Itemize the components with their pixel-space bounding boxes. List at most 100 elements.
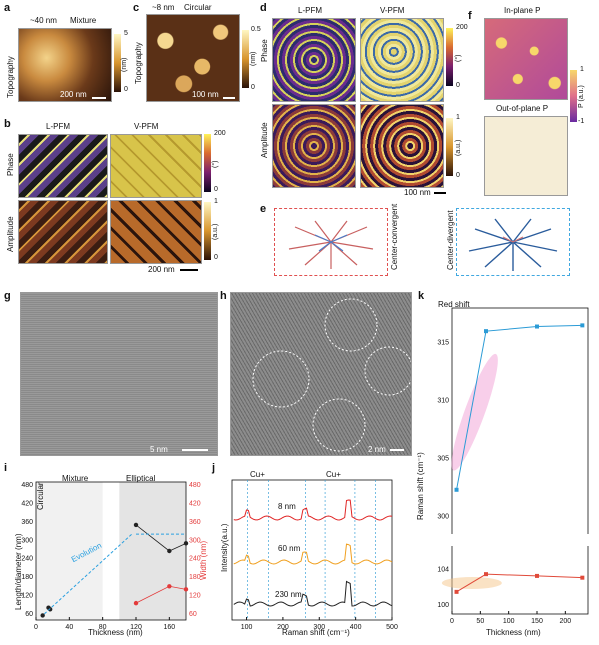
series-line bbox=[456, 573, 583, 593]
panel-k-note: Red shift bbox=[438, 300, 470, 309]
x-tick-label: 100 bbox=[241, 624, 253, 631]
panel-d-phase-max: 200 bbox=[456, 24, 468, 31]
panel-label-a: a bbox=[4, 2, 11, 14]
v-pfm-amplitude-image-d bbox=[360, 104, 444, 188]
panel-d-col2: V-PFM bbox=[380, 6, 405, 15]
y-right-tick-label: 180 bbox=[189, 574, 201, 581]
chart-k: 0 50 100 150 200 300 305 310 315 100 104 bbox=[437, 307, 590, 625]
panel-f-cbar-min: -1 bbox=[578, 118, 585, 125]
panel-d-amp-colorbar bbox=[446, 118, 453, 176]
v-pfm-amplitude-image-b bbox=[110, 200, 202, 264]
x-tick-label: 100 bbox=[503, 618, 515, 625]
y-right-tick-label: 300 bbox=[189, 537, 201, 544]
panel-f-cbar-max: 1 bbox=[580, 66, 584, 73]
panel-d-amp-min: 0 bbox=[456, 172, 460, 179]
y-left-tick-label: 120 bbox=[21, 592, 33, 599]
panel-label-b: b bbox=[4, 118, 11, 130]
panel-f-cbar-unit: P (a.u.) bbox=[578, 85, 585, 108]
y-right-tick-label: 60 bbox=[189, 611, 197, 618]
panel-k-xlabel: Thickness (nm) bbox=[486, 628, 541, 637]
y-right-tick-label: 420 bbox=[189, 500, 201, 507]
panel-d-phase-min: 0 bbox=[456, 82, 460, 89]
panel-b-phase-unit: (°) bbox=[212, 160, 219, 168]
panel-b-col1: L-PFM bbox=[46, 122, 70, 131]
panel-j-t230: 230 nm bbox=[275, 590, 302, 599]
panel-d-amp-unit: (a.u.) bbox=[455, 139, 462, 156]
panel-a-cbar-unit: (nm) bbox=[121, 57, 128, 72]
panel-a-ylabel: Topography bbox=[6, 56, 15, 98]
spectrum-line bbox=[233, 499, 393, 521]
chart-j-frame bbox=[231, 479, 393, 621]
panel-d-phase-colorbar bbox=[446, 28, 453, 86]
y-top-tick-label: 315 bbox=[437, 340, 449, 347]
chart-i: 0 40 80 120 160 60 120 180 240 300 360 420 480 60 120 1… bbox=[21, 481, 201, 631]
divergent-arrows-illustration bbox=[468, 218, 558, 271]
panel-d-phase-unit: (°) bbox=[455, 54, 462, 62]
panel-a-subtitle: Mixture bbox=[70, 16, 97, 25]
red-shift-highlight bbox=[451, 353, 498, 471]
panel-e-right-label: Center-divergent bbox=[446, 210, 455, 270]
y-right-tick-label: 240 bbox=[189, 556, 201, 563]
x-tick-label: 500 bbox=[386, 624, 398, 631]
panel-b-phase-colorbar bbox=[204, 134, 211, 192]
panel-b-amp-min: 0 bbox=[214, 254, 218, 261]
x-tick-label: 120 bbox=[130, 624, 142, 631]
x-tick-label: 400 bbox=[350, 624, 362, 631]
v-pfm-phase-image-d bbox=[360, 18, 444, 102]
x-tick-label: 0 bbox=[34, 624, 38, 631]
panel-a-scale-bar bbox=[92, 97, 106, 99]
elliptical-region bbox=[119, 482, 186, 620]
l-pfm-phase-image-d bbox=[272, 18, 356, 102]
series-line bbox=[456, 324, 583, 490]
panel-c-cbar-max: 0.5 bbox=[251, 26, 261, 33]
panel-b-amp-colorbar bbox=[204, 202, 211, 260]
panel-label-i: i bbox=[4, 462, 8, 474]
panel-c-subtitle: Circular bbox=[184, 3, 212, 12]
panel-d-scale-text: 100 nm bbox=[404, 188, 431, 197]
panel-g-scale-bar bbox=[182, 449, 208, 451]
panel-i-xlabel: Thickness (nm) bbox=[88, 628, 143, 637]
chart-k-frame bbox=[451, 307, 589, 615]
panel-a-scale-text: 200 nm bbox=[60, 90, 87, 99]
y-top-tick-label: 300 bbox=[437, 513, 449, 520]
data-point bbox=[454, 589, 459, 594]
panel-e-left-label: Center-convergent bbox=[390, 203, 399, 270]
data-point bbox=[40, 613, 45, 618]
panel-label-g: g bbox=[4, 290, 11, 302]
panel-b-row1: Phase bbox=[6, 153, 15, 176]
spectrum-line bbox=[233, 580, 393, 607]
y-top-tick-label: 305 bbox=[437, 456, 449, 463]
panel-j-t60: 60 nm bbox=[278, 544, 301, 553]
x-tick-label: 40 bbox=[65, 624, 73, 631]
x-tick-label: 200 bbox=[277, 624, 289, 631]
skyrmion-circles-overlay bbox=[252, 298, 414, 452]
panel-a-title: ~40 nm bbox=[30, 16, 57, 25]
y-right-tick-label: 120 bbox=[189, 592, 201, 599]
panel-b-amp-max: 1 bbox=[214, 198, 218, 205]
data-point bbox=[183, 587, 189, 592]
panel-f-colorbar bbox=[570, 70, 577, 122]
topography-image-c bbox=[146, 14, 240, 102]
tem-image-g bbox=[20, 292, 218, 456]
panel-b-phase-min: 0 bbox=[214, 186, 218, 193]
panel-c-colorbar bbox=[242, 30, 249, 88]
data-point bbox=[167, 548, 172, 554]
center-convergent-box bbox=[274, 208, 388, 276]
panel-b-col2: V-PFM bbox=[134, 122, 159, 131]
data-point bbox=[47, 607, 53, 612]
panel-a-cbar-min: 0 bbox=[124, 86, 128, 93]
y-left-tick-label: 180 bbox=[21, 574, 33, 581]
panel-c-cbar-min: 0 bbox=[251, 84, 255, 91]
panel-j-t8: 8 nm bbox=[278, 502, 296, 511]
spectrum-line bbox=[233, 543, 393, 565]
in-plane-polarization-map bbox=[484, 18, 568, 100]
panel-a-cbar-max: 5 bbox=[124, 30, 128, 37]
panel-j-xlabel: Raman shift (cm⁻¹) bbox=[282, 628, 350, 637]
panel-label-e: e bbox=[260, 203, 267, 215]
chart-i-frame bbox=[35, 481, 187, 621]
l-pfm-amplitude-image-b bbox=[18, 200, 108, 264]
x-tick-label: 300 bbox=[313, 624, 325, 631]
panel-j-cu2: Cu+ bbox=[326, 470, 341, 479]
chart-j: 100 200 300 400 500 bbox=[231, 479, 398, 631]
y-left-tick-label: 360 bbox=[21, 519, 33, 526]
